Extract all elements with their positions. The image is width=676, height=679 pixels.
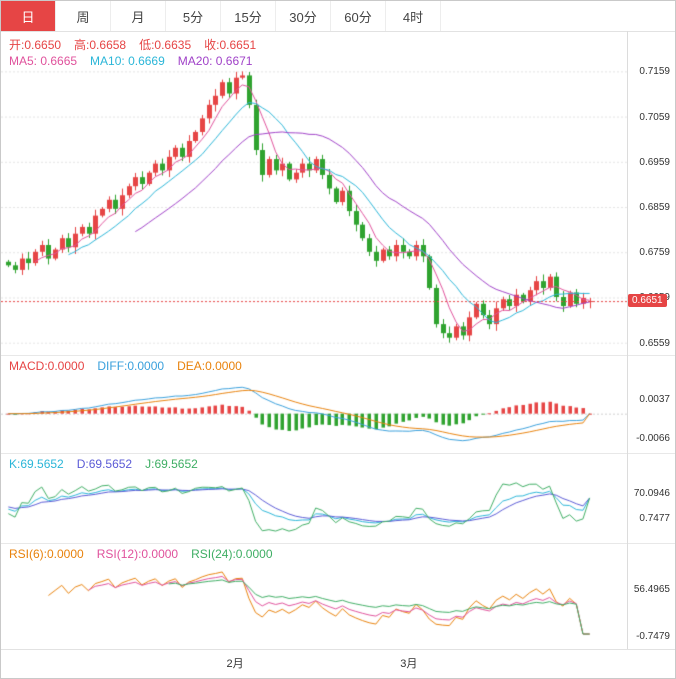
legend-item: 收:0.6651 [204,38,257,52]
legend-item: MA20: 0.6671 [177,54,253,68]
axis-tick-label: 56.4965 [633,583,670,595]
kdj-readout: K:69.5652 D:69.5652 J:69.5652 [9,457,198,471]
legend-item: 高:0.6658 [74,38,127,52]
ma-readout: MA5: 0.6665 MA10: 0.6669 MA20: 0.6671 [9,54,252,68]
legend-item: 开:0.6650 [9,38,62,52]
rsi-panel-canvas[interactable] [1,543,675,649]
axis-tick-label: -0.7479 [636,631,670,643]
legend-item: 低:0.6635 [139,38,192,52]
tab-timeframe-3[interactable]: 5分 [166,1,221,31]
tab-timeframe-4[interactable]: 15分 [221,1,276,31]
axis-tick-label: 0.7059 [639,111,670,123]
month-label: 3月 [400,658,418,670]
axis-tick-label: 0.7477 [639,512,670,524]
legend-item: MA10: 0.6669 [90,54,165,68]
macd-readout: MACD:0.0000 DIFF:0.0000 DEA:0.0000 [9,359,242,373]
tab-timeframe-1[interactable]: 周 [56,1,111,31]
legend-item: J:69.5652 [145,457,198,471]
axis-tick-label: -0.0066 [636,433,670,445]
legend-item: K:69.5652 [9,457,64,471]
legend-item: DEA:0.0000 [177,359,242,373]
axis-tick-label: 0.0037 [639,394,670,406]
tab-timeframe-6[interactable]: 60分 [331,1,386,31]
axis-tick-label: 0.7159 [639,66,670,78]
ohlc-readout: 开:0.6650 高:0.6658 低:0.6635 收:0.6651 [9,36,256,53]
legend-item: MACD:0.0000 [9,359,85,373]
axis-tick-label: 70.0946 [633,487,670,499]
tab-timeframe-7[interactable]: 4时 [386,1,441,31]
panel-separator [1,453,675,454]
panel-separator [1,355,675,356]
macd-panel-canvas[interactable] [1,355,675,453]
panel-separator [1,543,675,544]
axis-tick-label: 0.6559 [639,337,670,349]
axis-tick-label: 0.6759 [639,247,670,259]
legend-item: D:69.5652 [76,457,133,471]
legend-item: RSI(6):0.0000 [9,547,84,561]
last-price-badge: 0.6651 [628,294,667,308]
tab-timeframe-0[interactable]: 日 [1,1,56,31]
legend-item: RSI(12):0.0000 [96,547,179,561]
tab-timeframe-5[interactable]: 30分 [276,1,331,31]
axis-tick-label: 0.6859 [639,202,670,214]
axis-tick-label: 0.6959 [639,156,670,168]
timeframe-tabbar: 日周月 5分 15分 30分 60分 4时 [1,1,675,32]
kdj-panel-canvas[interactable] [1,453,675,543]
candlestick-chart-canvas[interactable] [1,31,675,355]
legend-item: MA5: 0.6665 [9,54,78,68]
month-label: 2月 [226,658,244,670]
rsi-readout: RSI(6):0.0000 RSI(12):0.0000 RSI(24):0.000… [9,547,273,561]
time-axis: 2月 3月 [1,649,675,678]
tab-timeframe-2[interactable]: 月 [111,1,166,31]
legend-item: DIFF:0.0000 [97,359,165,373]
price-axis-separator [627,31,628,649]
legend-item: RSI(24):0.0000 [191,547,273,561]
